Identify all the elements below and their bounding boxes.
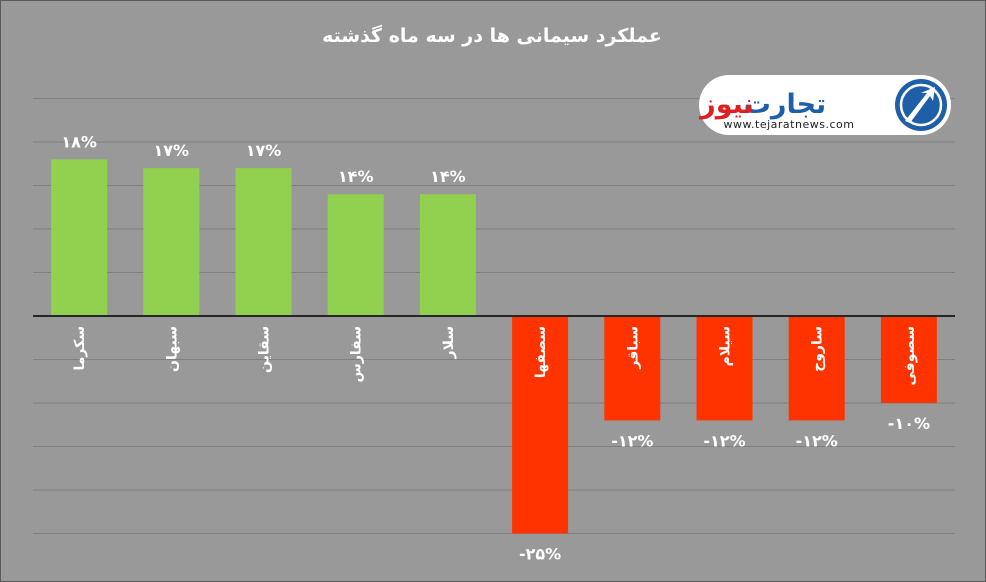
logo-name-part2: نیوز <box>698 89 754 120</box>
data-label: ۱۷% <box>246 141 282 160</box>
category-label: سصفها <box>533 326 549 378</box>
data-label: ۱۸% <box>61 132 97 151</box>
category-label: سقاین <box>257 326 273 373</box>
data-label: ۱۴% <box>338 167 374 186</box>
category-label: سفارس <box>349 326 365 382</box>
logo-name-part1: تجارت <box>744 89 826 120</box>
data-label: ۱۷% <box>154 141 190 160</box>
tejarat-news-logo-icon <box>895 79 947 131</box>
bar <box>696 316 753 421</box>
chart-title: عملکرد سیمانی ها در سه ماه گذشته <box>322 24 662 47</box>
logo-url: www.tejaratnews.com <box>724 118 855 131</box>
bar <box>788 316 845 421</box>
category-label: سصوفی <box>902 326 918 386</box>
category-label: سلار <box>441 326 457 359</box>
data-label: ۱۴% <box>430 167 466 186</box>
bar <box>880 316 937 403</box>
data-label: -۱۲% <box>611 431 653 450</box>
data-label: -۱۲% <box>703 431 745 450</box>
data-label: -۱۰% <box>888 414 930 433</box>
bar <box>143 168 200 316</box>
category-label: سیلام <box>718 326 734 366</box>
data-label: -۲۵% <box>519 545 561 564</box>
bar <box>51 159 108 316</box>
category-label: سکرما <box>72 326 88 371</box>
tejarat-news-logo: تجارت نیوز www.tejaratnews.com <box>698 75 951 135</box>
bar <box>235 168 292 316</box>
bar <box>512 316 569 534</box>
labels: ۱۸% سکرما ۱۷% سبهان ۱۷% سقاین ۱۴% سفارس ۱۴% سلار -… <box>61 132 930 563</box>
category-label: سبهان <box>164 326 180 372</box>
bar <box>419 194 476 316</box>
category-label: سباقر <box>625 326 641 370</box>
data-label: -۱۲% <box>796 431 838 450</box>
logo-badge <box>699 75 951 135</box>
category-label: ساروج <box>810 326 826 372</box>
bars <box>51 159 937 534</box>
bar <box>604 316 661 421</box>
bar <box>327 194 384 316</box>
